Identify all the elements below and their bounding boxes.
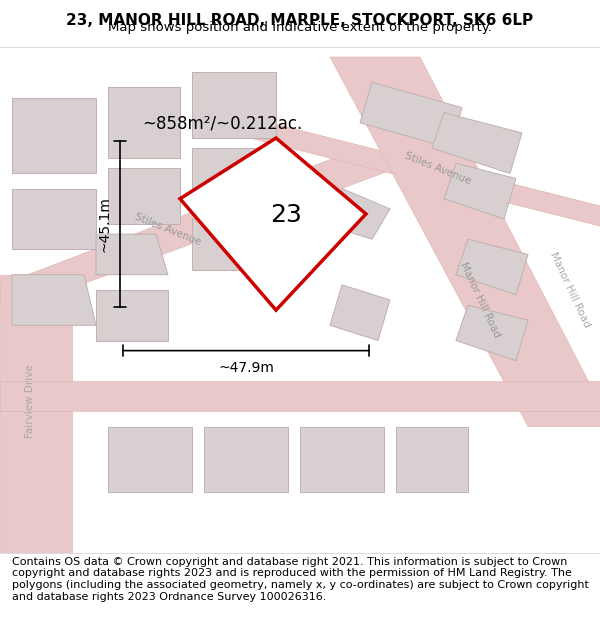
Text: Stiles Avenue: Stiles Avenue bbox=[403, 151, 473, 186]
Polygon shape bbox=[324, 189, 390, 239]
Text: Stiles Avenue: Stiles Avenue bbox=[133, 211, 203, 247]
Text: Manor Hill Road: Manor Hill Road bbox=[548, 251, 592, 329]
Polygon shape bbox=[444, 163, 516, 219]
Polygon shape bbox=[12, 189, 96, 249]
Polygon shape bbox=[0, 148, 396, 310]
Text: Contains OS data © Crown copyright and database right 2021. This information is : Contains OS data © Crown copyright and d… bbox=[12, 557, 589, 601]
Polygon shape bbox=[96, 234, 168, 275]
Polygon shape bbox=[180, 138, 366, 310]
Text: Manor Hill Road: Manor Hill Road bbox=[458, 261, 502, 339]
Polygon shape bbox=[204, 426, 288, 493]
Polygon shape bbox=[108, 426, 192, 493]
Text: ~45.1m: ~45.1m bbox=[97, 196, 111, 252]
Text: Fairview Drive: Fairview Drive bbox=[25, 364, 35, 438]
Polygon shape bbox=[96, 290, 168, 341]
Polygon shape bbox=[330, 285, 390, 341]
Polygon shape bbox=[432, 112, 522, 173]
Polygon shape bbox=[192, 72, 276, 138]
Polygon shape bbox=[0, 275, 72, 553]
Text: ~47.9m: ~47.9m bbox=[218, 361, 274, 375]
Polygon shape bbox=[0, 381, 600, 411]
Polygon shape bbox=[360, 82, 462, 148]
Polygon shape bbox=[330, 57, 600, 426]
Text: 23, MANOR HILL ROAD, MARPLE, STOCKPORT, SK6 6LP: 23, MANOR HILL ROAD, MARPLE, STOCKPORT, … bbox=[67, 13, 533, 28]
Polygon shape bbox=[456, 239, 528, 295]
Polygon shape bbox=[300, 426, 384, 493]
Polygon shape bbox=[108, 168, 180, 224]
Polygon shape bbox=[108, 88, 180, 158]
Text: Map shows position and indicative extent of the property.: Map shows position and indicative extent… bbox=[108, 21, 492, 34]
Polygon shape bbox=[12, 275, 96, 325]
Polygon shape bbox=[192, 219, 264, 269]
Polygon shape bbox=[396, 426, 468, 493]
Polygon shape bbox=[456, 305, 528, 361]
Polygon shape bbox=[192, 148, 282, 209]
Text: 23: 23 bbox=[271, 203, 302, 228]
Polygon shape bbox=[12, 98, 96, 173]
Polygon shape bbox=[210, 107, 600, 229]
Text: ~858m²/~0.212ac.: ~858m²/~0.212ac. bbox=[142, 115, 302, 133]
